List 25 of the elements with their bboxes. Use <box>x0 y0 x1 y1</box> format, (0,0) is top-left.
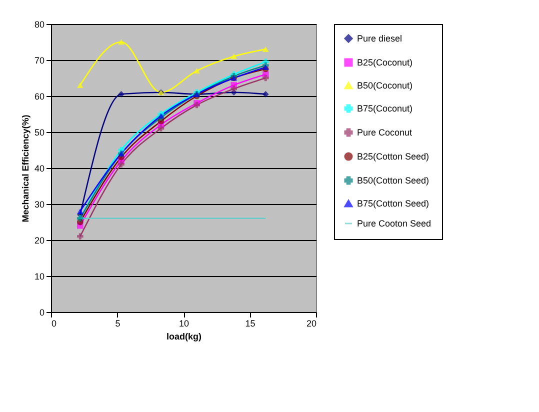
legend-label: Pure Coconut <box>357 128 413 138</box>
y-tick-label: 70 <box>34 56 44 66</box>
legend-label: Pure diesel <box>357 34 402 44</box>
legend-label: B25(Coconut) <box>357 58 413 68</box>
y-tick-label: 20 <box>34 236 44 246</box>
y-tick-label: 60 <box>34 92 44 102</box>
x-tick-label: 0 <box>52 318 57 328</box>
legend-label: B50(Cotton Seed) <box>357 176 430 186</box>
legend-label: B50(Coconut) <box>357 80 413 90</box>
legend-label: B75(Cotton Seed) <box>357 198 430 208</box>
legend-label: B75(Coconut) <box>357 104 413 114</box>
legend-label: B25(Cotton Seed) <box>357 152 430 162</box>
y-tick-label: 80 <box>34 20 44 30</box>
x-tick-label: 10 <box>178 318 190 328</box>
y-tick-label: 40 <box>34 164 44 174</box>
legend-label: Pure Cooton Seed <box>357 218 432 228</box>
y-tick-label: 30 <box>34 200 44 210</box>
x-tick-label: 5 <box>115 318 120 328</box>
x-tick-label: 20 <box>306 318 316 328</box>
y-axis-title: Mechanical Efficiency(%) <box>20 114 30 222</box>
x-tick-label: 15 <box>245 318 256 328</box>
x-axis-title: load(kg) <box>166 332 202 342</box>
y-tick-label: 0 <box>39 308 44 318</box>
y-tick-label: 50 <box>34 128 44 138</box>
y-tick-label: 10 <box>34 272 44 282</box>
